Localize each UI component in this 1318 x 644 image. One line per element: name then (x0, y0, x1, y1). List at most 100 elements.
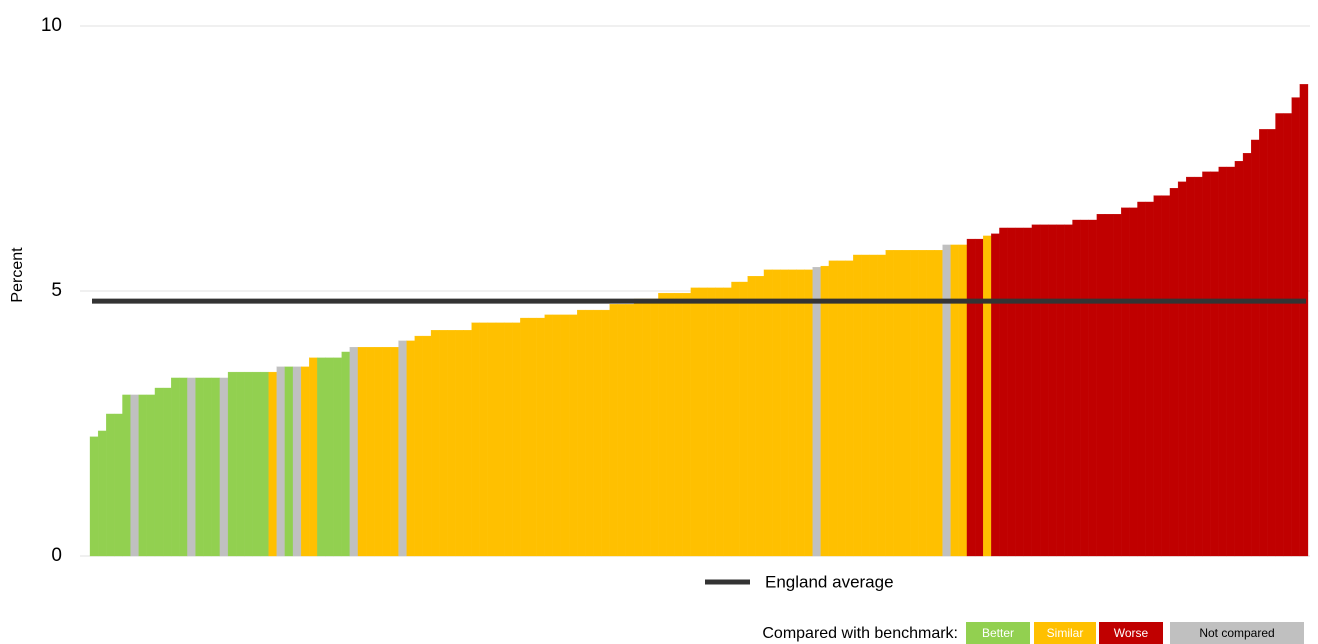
bar (1299, 84, 1309, 557)
bar (706, 287, 716, 557)
bar (487, 322, 497, 557)
legend-label: Worse (1114, 626, 1149, 640)
bar (89, 436, 99, 557)
bar (455, 330, 464, 557)
bar (1129, 207, 1138, 557)
bar (219, 377, 229, 557)
bar (974, 238, 984, 557)
bar (1161, 195, 1171, 557)
bar (528, 317, 537, 557)
bar (447, 330, 456, 557)
bar (1048, 224, 1057, 557)
bar (171, 377, 180, 557)
bar (893, 250, 903, 557)
bar (1291, 97, 1301, 557)
legend-box (1034, 622, 1096, 644)
bar (365, 347, 375, 557)
legend-box (966, 622, 1030, 644)
bar (642, 298, 651, 557)
bar (942, 244, 951, 557)
bar (633, 298, 643, 557)
bar (154, 387, 164, 557)
bar (885, 250, 895, 557)
bar (1283, 113, 1292, 557)
bar (601, 309, 610, 557)
bar (341, 351, 350, 557)
bar (1194, 176, 1203, 557)
bar (503, 322, 513, 557)
bar (1169, 188, 1179, 557)
bar (901, 250, 911, 557)
bar (950, 244, 959, 557)
bar (179, 377, 188, 557)
bar (585, 309, 594, 557)
bar (771, 269, 781, 557)
bar (1023, 227, 1033, 557)
bar (1177, 181, 1187, 557)
bar (479, 322, 489, 557)
bar (926, 250, 935, 557)
legend-label: Similar (1047, 626, 1084, 640)
bar (739, 281, 748, 557)
bar (625, 304, 635, 557)
bar (1275, 113, 1284, 557)
bar (828, 260, 838, 557)
bar (138, 394, 147, 557)
bar (609, 304, 618, 557)
bar (414, 335, 424, 557)
legend-title: Compared with benchmark: (762, 625, 958, 642)
bar (723, 287, 732, 557)
bar (650, 298, 659, 557)
bar (1137, 201, 1146, 557)
bar (1242, 153, 1252, 557)
bar (244, 371, 253, 557)
bar (577, 309, 586, 557)
legend-label: Not compared (1199, 626, 1274, 640)
bar (804, 269, 813, 557)
bar (512, 322, 521, 557)
bar (1226, 166, 1236, 557)
bar (1218, 166, 1227, 557)
bar (236, 371, 245, 557)
bar (495, 322, 505, 557)
bar (130, 394, 139, 557)
bar (536, 317, 545, 557)
bar (796, 269, 805, 557)
bar (1007, 227, 1016, 557)
bar (731, 281, 740, 557)
bar (755, 276, 765, 557)
bar (544, 314, 553, 557)
bar (1056, 224, 1065, 557)
bar (820, 265, 830, 557)
bar (918, 250, 927, 557)
bar (1202, 171, 1211, 557)
bar (333, 357, 342, 557)
bar (617, 304, 627, 557)
bar (788, 269, 797, 557)
y-axis-label: Percent (9, 247, 26, 303)
bar (658, 292, 667, 557)
bar (991, 233, 1000, 557)
bar (260, 371, 269, 557)
bar (406, 340, 415, 557)
bar (268, 371, 277, 557)
bar (1234, 160, 1244, 557)
bar (1267, 129, 1276, 557)
bar (1251, 139, 1260, 557)
bar (471, 322, 480, 557)
bar (983, 235, 992, 557)
bar (325, 357, 334, 557)
bar (187, 377, 196, 557)
bar (300, 366, 310, 557)
bar (292, 366, 302, 557)
bar (812, 266, 821, 557)
bar (430, 330, 440, 557)
bar (1080, 219, 1089, 557)
bar (682, 292, 692, 557)
bar (390, 347, 399, 557)
bar (349, 347, 359, 557)
bar (763, 269, 773, 557)
bar (439, 330, 448, 557)
legend-label: Better (982, 626, 1014, 640)
bar (674, 292, 683, 557)
